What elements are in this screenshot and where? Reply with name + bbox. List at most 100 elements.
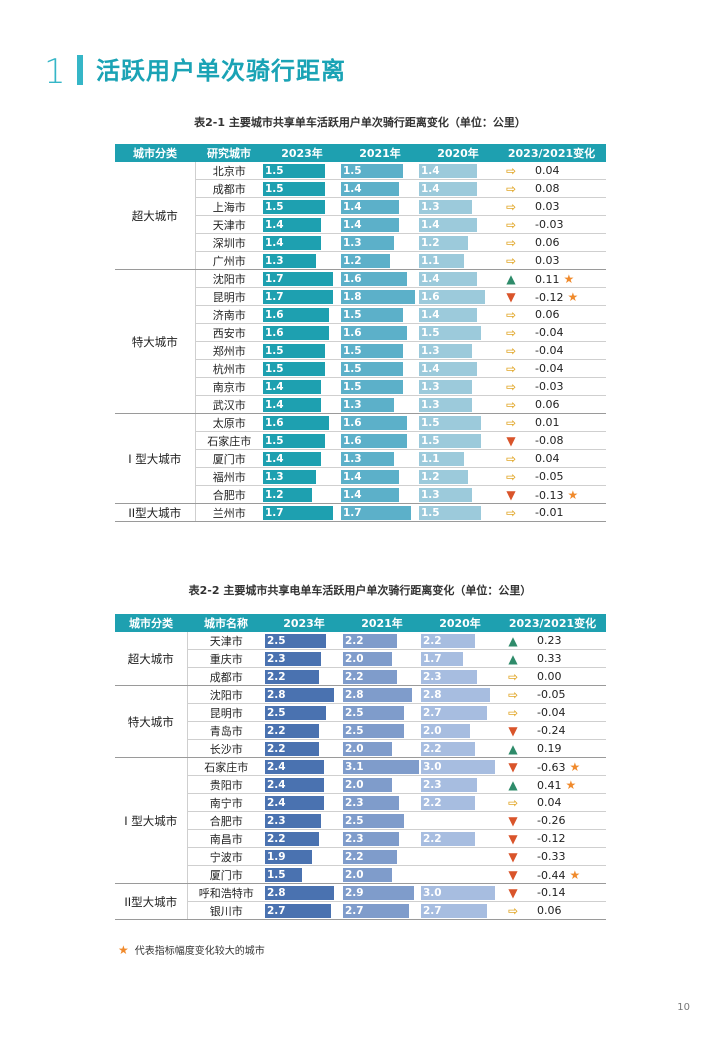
table-row: 超大城市 天津市 2.5 2.2 2.2 ▲ 0.23 bbox=[115, 632, 606, 686]
value-bar: 1.4 bbox=[419, 307, 477, 322]
trend-cell: ⇨ bbox=[497, 377, 525, 396]
value-cell-v2020: 2.8 bbox=[421, 685, 499, 704]
value-bar: 1.3 bbox=[263, 253, 316, 268]
value-label: 1.2 bbox=[421, 236, 440, 249]
city-name: 昆明市 bbox=[187, 703, 265, 722]
arrow-right-icon: ⇨ bbox=[505, 307, 517, 322]
value-label: 1.5 bbox=[265, 344, 284, 357]
change-value: 0.11 bbox=[535, 272, 560, 286]
value-cell-v2020 bbox=[421, 811, 499, 830]
arrow-right-icon: ⇨ bbox=[505, 505, 517, 520]
value-cell-v2020: 2.3 bbox=[421, 667, 499, 686]
change-value: -0.04 bbox=[535, 362, 564, 375]
change-value: -0.03 bbox=[535, 218, 564, 231]
value-label: 2.4 bbox=[267, 760, 286, 773]
city-name: 厦门市 bbox=[187, 865, 265, 884]
value-cell-v2020: 1.5 bbox=[419, 431, 497, 450]
table-row: 济南市 1.6 1.5 1.4 ⇨ 0.06 bbox=[115, 305, 606, 324]
city-name: 济南市 bbox=[195, 305, 263, 324]
value-cell-v2023: 2.2 bbox=[265, 667, 343, 686]
arrow-down-icon: ▼ bbox=[508, 759, 518, 774]
arrow-right-icon: ⇨ bbox=[505, 343, 517, 358]
city-name: 成都市 bbox=[187, 667, 265, 686]
city-name: 银川市 bbox=[187, 901, 265, 920]
value-label: 2.4 bbox=[267, 796, 286, 809]
value-bar: 2.2 bbox=[265, 669, 319, 684]
star-icon: ★ bbox=[563, 271, 575, 286]
value-bar: 2.0 bbox=[343, 777, 392, 792]
city-name: 广州市 bbox=[195, 251, 263, 270]
arrow-down-icon: ▼ bbox=[508, 849, 518, 864]
trend-cell: ⇨ bbox=[497, 341, 525, 360]
value-label: 1.5 bbox=[267, 868, 286, 881]
value-label: 2.5 bbox=[267, 706, 286, 719]
value-cell-v2020: 1.3 bbox=[419, 197, 497, 216]
value-bar: 2.2 bbox=[343, 669, 397, 684]
value-label: 1.7 bbox=[343, 506, 362, 519]
change-cell: -0.26 bbox=[527, 811, 606, 830]
value-cell-v2021: 1.4 bbox=[341, 179, 419, 198]
table-row: 南宁市 2.4 2.3 2.2 ⇨ 0.04 bbox=[115, 793, 606, 812]
trend-cell: ⇨ bbox=[497, 449, 525, 468]
change-cell: 0.04 bbox=[525, 162, 606, 180]
value-label: 1.3 bbox=[421, 488, 440, 501]
value-cell-v2023: 1.5 bbox=[263, 431, 341, 450]
column-header: 2020年 bbox=[419, 144, 497, 162]
change-cell: -0.63 ★ bbox=[527, 757, 606, 776]
value-bar: 1.5 bbox=[265, 867, 302, 882]
value-cell-v2023: 2.5 bbox=[265, 703, 343, 722]
value-cell-v2021: 1.6 bbox=[341, 413, 419, 432]
value-label: 2.2 bbox=[267, 724, 286, 737]
value-bar: 1.7 bbox=[421, 651, 463, 666]
arrow-down-icon: ▼ bbox=[508, 723, 518, 738]
value-label: 1.3 bbox=[421, 380, 440, 393]
value-label: 2.5 bbox=[345, 814, 364, 827]
value-cell-v2020: 1.2 bbox=[419, 233, 497, 252]
city-name: 宁波市 bbox=[187, 847, 265, 866]
value-cell-v2020: 1.4 bbox=[419, 305, 497, 324]
value-bar: 1.4 bbox=[341, 469, 399, 484]
value-label: 1.9 bbox=[267, 850, 286, 863]
value-bar: 2.2 bbox=[265, 831, 319, 846]
value-bar: 2.8 bbox=[265, 885, 334, 900]
value-label: 3.1 bbox=[345, 760, 364, 773]
city-name: 成都市 bbox=[195, 179, 263, 198]
value-label: 2.3 bbox=[345, 832, 364, 845]
value-label: 1.2 bbox=[265, 488, 284, 501]
arrow-right-icon: ⇨ bbox=[505, 235, 517, 250]
value-bar: 2.7 bbox=[421, 705, 487, 720]
value-label: 1.6 bbox=[343, 434, 362, 447]
trend-cell: ⇨ bbox=[497, 503, 525, 522]
table-row: 武汉市 1.4 1.3 1.3 ⇨ 0.06 bbox=[115, 395, 606, 414]
value-cell-v2021: 2.5 bbox=[343, 811, 421, 830]
value-bar: 1.6 bbox=[341, 325, 407, 340]
value-cell-v2023: 1.3 bbox=[263, 467, 341, 486]
value-cell-v2021: 2.9 bbox=[343, 883, 421, 902]
value-cell-v2021: 2.2 bbox=[343, 667, 421, 686]
value-cell-v2020: 1.5 bbox=[419, 413, 497, 432]
value-cell-v2020: 1.4 bbox=[419, 269, 497, 288]
value-bar: 1.2 bbox=[419, 235, 468, 250]
value-cell-v2020: 1.5 bbox=[419, 323, 497, 342]
change-cell: -0.12 ★ bbox=[525, 287, 606, 306]
value-label: 2.4 bbox=[267, 778, 286, 791]
value-bar: 2.4 bbox=[265, 777, 324, 792]
change-value: -0.33 bbox=[537, 850, 566, 863]
column-header: 城市分类 bbox=[115, 614, 187, 632]
value-cell-v2021: 1.3 bbox=[341, 449, 419, 468]
value-label: 2.8 bbox=[345, 688, 364, 701]
value-cell-v2020: 1.4 bbox=[419, 359, 497, 378]
value-bar: 1.4 bbox=[341, 181, 399, 196]
table-row: 上海市 1.5 1.4 1.3 ⇨ 0.03 bbox=[115, 197, 606, 216]
table-row: 长沙市 2.2 2.0 2.2 ▲ 0.19 bbox=[115, 739, 606, 758]
value-cell-v2021: 1.4 bbox=[341, 467, 419, 486]
value-cell-v2023: 1.9 bbox=[265, 847, 343, 866]
value-bar: 1.3 bbox=[341, 451, 394, 466]
change-value: -0.05 bbox=[537, 688, 566, 701]
trend-cell: ⇨ bbox=[497, 197, 525, 216]
value-bar: 2.2 bbox=[343, 849, 397, 864]
value-bar: 2.7 bbox=[265, 903, 331, 918]
value-bar: 1.7 bbox=[341, 505, 411, 520]
value-bar: 1.6 bbox=[263, 307, 329, 322]
change-value: 0.06 bbox=[537, 904, 562, 917]
